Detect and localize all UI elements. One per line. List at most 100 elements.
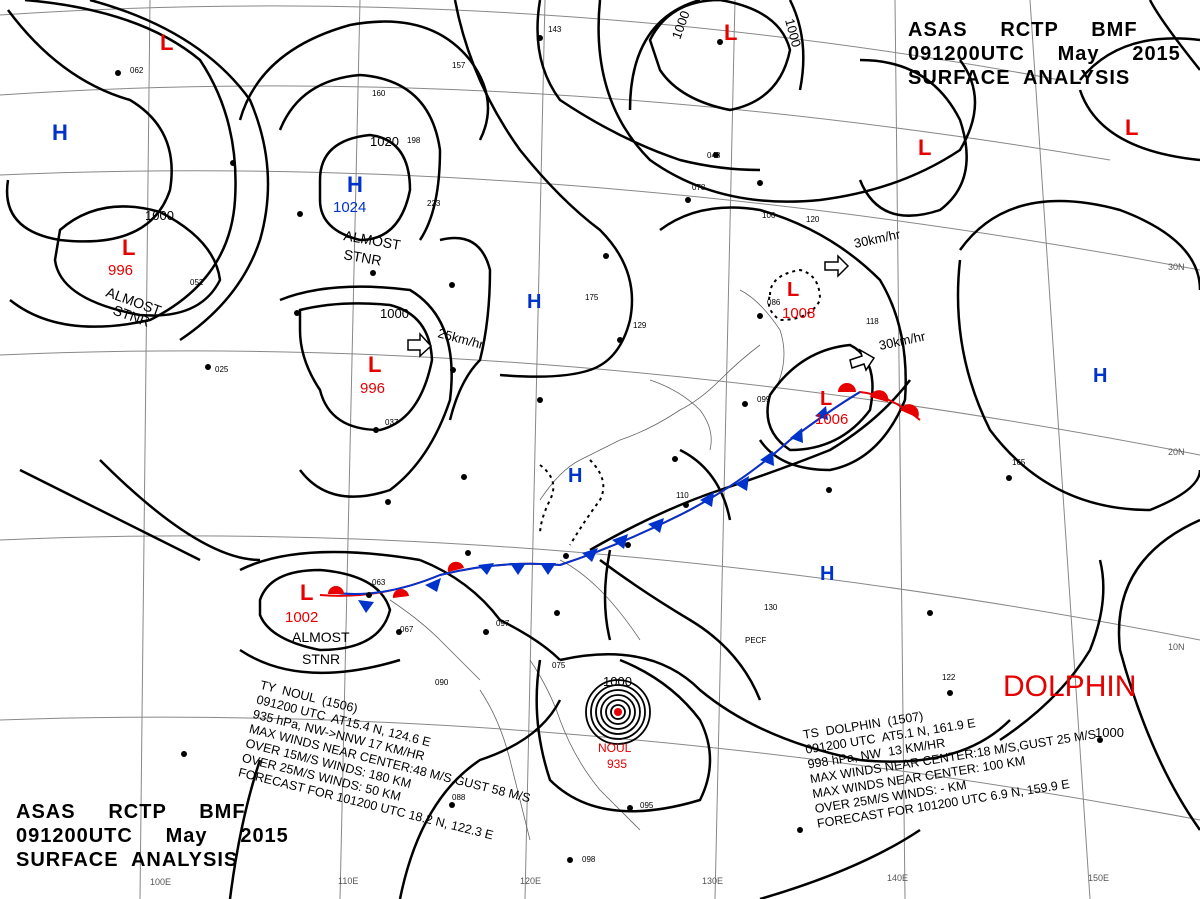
svg-text:099: 099 xyxy=(757,395,771,404)
svg-text:095: 095 xyxy=(640,801,654,810)
svg-text:10N: 10N xyxy=(1168,642,1185,652)
low-marker: L xyxy=(1125,115,1138,140)
high-marker: H xyxy=(347,172,363,197)
low-marker: L xyxy=(368,352,381,377)
svg-text:130: 130 xyxy=(764,603,778,612)
svg-text:130E: 130E xyxy=(702,876,723,886)
svg-text:223: 223 xyxy=(427,199,441,208)
svg-text:STNR: STNR xyxy=(342,246,382,268)
svg-text:110: 110 xyxy=(676,491,689,500)
pressure-systems: L L L L H L 996 H 1024 L 996 H L 1008 H … xyxy=(52,20,1138,626)
svg-text:165: 165 xyxy=(1012,458,1026,467)
svg-text:PECF: PECF xyxy=(745,636,766,645)
isobar-label: 1000 xyxy=(380,306,409,321)
svg-text:090: 090 xyxy=(435,678,449,687)
high-value: 1024 xyxy=(333,199,366,216)
motion-labels: 30km/hr 25km/hr 30km/hr xyxy=(436,226,927,353)
chart-title: SURFACE ANALYSIS xyxy=(908,67,1131,89)
svg-text:STNR: STNR xyxy=(302,651,340,667)
svg-text:143: 143 xyxy=(548,25,562,34)
isobar-label: 1020 xyxy=(370,134,399,149)
svg-text:100E: 100E xyxy=(150,877,171,887)
chart-source: ASAS RCTP BMF xyxy=(16,801,246,823)
chart-source: ASAS RCTP BMF xyxy=(908,19,1138,41)
high-marker: H xyxy=(568,465,582,487)
low-marker: L xyxy=(820,388,832,410)
svg-text:122: 122 xyxy=(942,673,956,682)
svg-text:088: 088 xyxy=(452,793,466,802)
low-marker: L xyxy=(300,580,313,605)
low-marker: L xyxy=(160,30,173,55)
typhoon-label: NOUL xyxy=(598,741,632,755)
svg-text:078: 078 xyxy=(692,183,706,192)
svg-text:30N: 30N xyxy=(1168,262,1185,272)
station-codes: 143 157 160 198 223 175 129 048 078 106 … xyxy=(130,25,1026,864)
svg-text:20N: 20N xyxy=(1168,447,1185,457)
typhoon-pressure: 935 xyxy=(607,757,627,771)
svg-text:086: 086 xyxy=(767,298,781,307)
svg-text:150E: 150E xyxy=(1088,873,1109,883)
stationary-labels: ALMOST STNR ALMOST STNR ALMOST STNR xyxy=(104,227,402,667)
low-marker: L xyxy=(787,279,799,301)
svg-text:ALMOST: ALMOST xyxy=(292,629,350,645)
dolphin-label: DOLPHIN xyxy=(1003,670,1137,703)
svg-text:025: 025 xyxy=(215,365,229,374)
high-marker: H xyxy=(527,291,541,313)
high-marker: H xyxy=(1093,365,1107,387)
isobar-labels: 1000 1000 1020 1000 1000 1000 1000 xyxy=(145,9,1124,740)
svg-text:175: 175 xyxy=(585,293,599,302)
svg-text:198: 198 xyxy=(407,136,421,145)
svg-text:129: 129 xyxy=(633,321,647,330)
high-marker: H xyxy=(52,120,68,145)
isobars xyxy=(5,0,1200,899)
low-value: 1002 xyxy=(285,609,318,626)
chart-header: ASAS RCTP BMF 091200UTC May 2015 SURFACE… xyxy=(908,18,1181,90)
graticule-labels: 100E 110E 120E 130E 140E 150E 30N 20N 10… xyxy=(150,262,1185,887)
svg-text:067: 067 xyxy=(400,625,414,634)
isobar-label: 1000 xyxy=(603,674,632,689)
svg-text:30km/hr: 30km/hr xyxy=(853,226,903,251)
low-marker: L xyxy=(918,135,931,160)
svg-text:157: 157 xyxy=(452,61,466,70)
svg-text:118: 118 xyxy=(866,317,879,326)
svg-text:30km/hr: 30km/hr xyxy=(878,328,928,353)
svg-text:25km/hr: 25km/hr xyxy=(436,325,486,352)
low-value: 996 xyxy=(360,380,385,397)
svg-text:120: 120 xyxy=(806,215,820,224)
station-markers xyxy=(115,35,1103,863)
svg-text:062: 062 xyxy=(130,66,144,75)
isobar-label: 1000 xyxy=(1095,725,1124,740)
svg-text:140E: 140E xyxy=(887,873,908,883)
svg-text:063: 063 xyxy=(372,578,386,587)
svg-text:075: 075 xyxy=(552,661,566,670)
isobar-label: 1000 xyxy=(145,208,174,223)
stationary-front xyxy=(319,383,921,613)
coastlines xyxy=(389,289,785,841)
svg-text:052: 052 xyxy=(190,278,204,287)
svg-text:110E: 110E xyxy=(338,876,358,886)
svg-text:048: 048 xyxy=(707,151,721,160)
svg-text:106: 106 xyxy=(762,211,776,220)
svg-text:098: 098 xyxy=(582,855,596,864)
svg-text:097: 097 xyxy=(496,619,510,628)
high-marker: H xyxy=(820,563,834,585)
isobar-label: 1000 xyxy=(782,17,804,49)
low-value: 996 xyxy=(108,262,133,279)
svg-text:120E: 120E xyxy=(520,876,541,886)
low-marker: L xyxy=(122,235,135,260)
motion-arrows xyxy=(407,254,876,372)
svg-text:037: 037 xyxy=(385,418,399,427)
svg-text:160: 160 xyxy=(372,89,386,98)
low-marker: L xyxy=(724,20,737,45)
troughs xyxy=(539,268,822,546)
chart-title: SURFACE ANALYSIS xyxy=(16,849,239,871)
typhoon-center xyxy=(614,708,622,716)
chart-footer: ASAS RCTP BMF 091200UTC May 2015 SURFACE… xyxy=(16,800,289,872)
low-value: 1006 xyxy=(815,411,848,428)
low-value: 1008 xyxy=(782,305,815,322)
typhoon-isobars xyxy=(585,679,651,745)
chart-time: 091200UTC May 2015 xyxy=(908,43,1181,65)
chart-time: 091200UTC May 2015 xyxy=(16,825,289,847)
